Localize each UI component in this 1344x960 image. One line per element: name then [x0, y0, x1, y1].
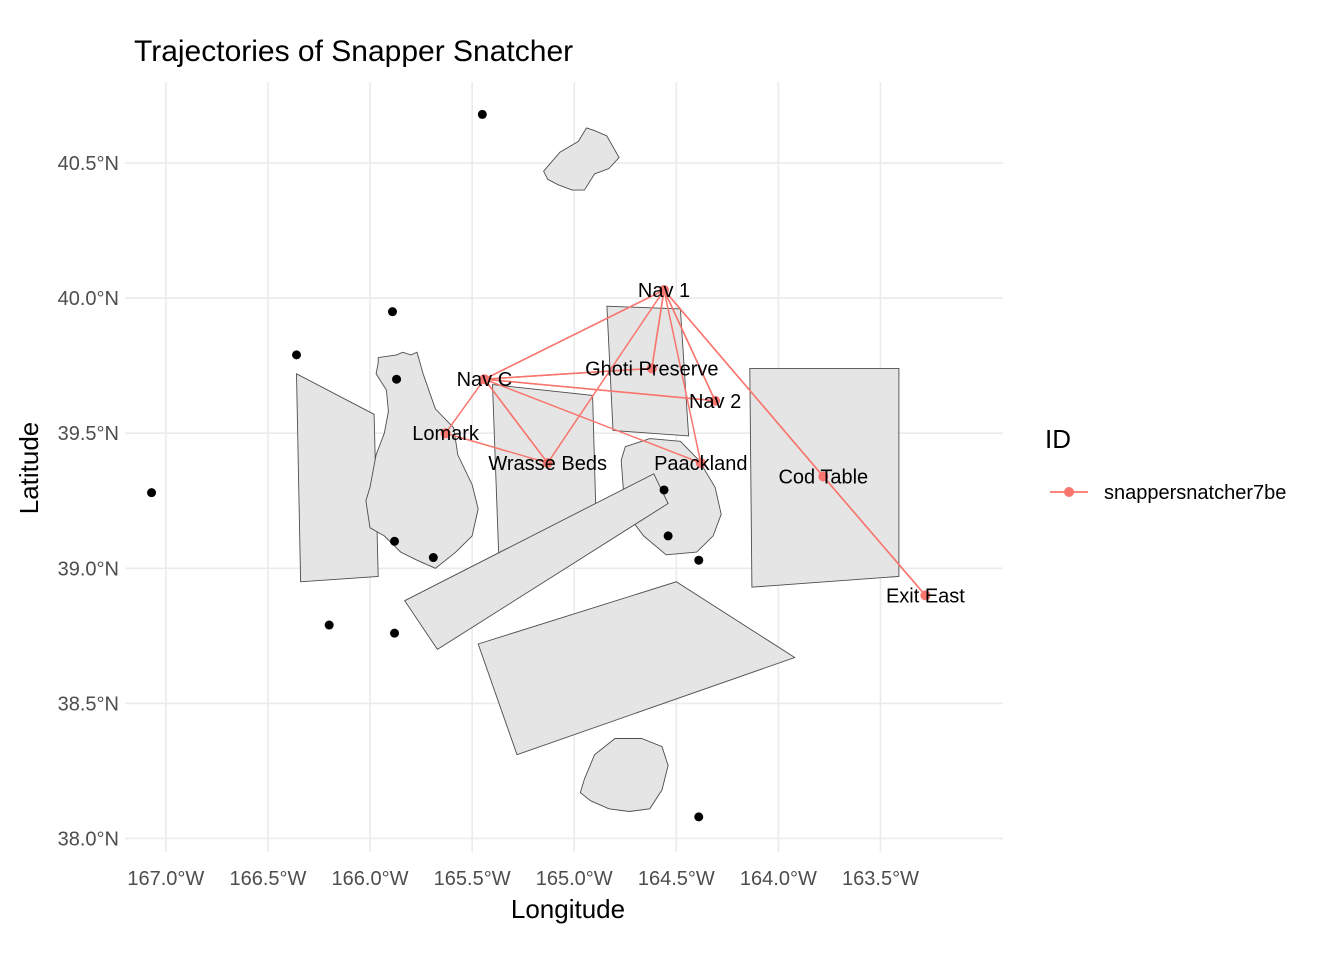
legend-entry-label: snappersnatcher7be [1104, 482, 1286, 504]
location-labels: Nav 1 Nav C Ghoti Preserve Nav 2 Lomark Wrass… [412, 280, 965, 607]
x-tick-label: 166.5°W [229, 868, 306, 890]
chart-title: Trajectories of Snapper Snatcher [134, 35, 573, 68]
trajectory-point [695, 457, 706, 468]
trajectory-segment [822, 475, 926, 596]
location-label: Nav C [457, 369, 513, 391]
trajectory-lines [444, 289, 926, 596]
region-south-island [579, 738, 669, 812]
trajectory-point [542, 457, 553, 468]
x-axis-ticks: 167.0°W 166.5°W 166.0°W 165.5°W 165.0°W 164.5… [127, 868, 919, 890]
x-tick-label: 166.0°W [332, 868, 409, 890]
location-label: Wrasse Beds [488, 453, 607, 475]
map-marker-point [428, 553, 438, 563]
map-marker-point [387, 307, 397, 317]
trajectory-segment [484, 289, 665, 380]
y-tick-label: 38.0°N [58, 828, 119, 850]
location-label: Paackland [654, 453, 747, 475]
map-marker-point [392, 374, 402, 384]
map-marker-point [324, 620, 334, 630]
y-tick-label: 39.0°N [58, 558, 119, 580]
x-tick-label: 164.5°W [638, 868, 715, 890]
trajectory-segment [547, 289, 665, 464]
trajectory-point [818, 471, 829, 482]
location-label: Lomark [412, 423, 480, 445]
map-marker-point [390, 536, 400, 546]
trajectory-point [440, 428, 451, 439]
legend-point-key [1064, 487, 1074, 497]
trajectory-segment [483, 378, 549, 464]
x-tick-label: 164.0°W [740, 868, 817, 890]
y-axis-title: Latitude [14, 422, 44, 515]
location-label: Ghoti Preserve [585, 358, 718, 380]
map-marker-point [292, 350, 302, 360]
x-axis-title: Longitude [511, 894, 625, 924]
legend: ID snappersnatcher7be [1045, 424, 1286, 504]
y-axis-ticks: 38.0°N 38.5°N 39.0°N 39.5°N 40.0°N 40.5°N [58, 153, 119, 850]
x-tick-label: 165.5°W [434, 868, 511, 890]
trajectory-segment [444, 378, 485, 434]
region-south-strip-1 [404, 473, 669, 651]
x-tick-label: 163.5°W [842, 868, 919, 890]
map-points [147, 109, 931, 822]
location-label: Exit East [886, 585, 965, 607]
map-marker-point [659, 485, 669, 495]
region-main-island [365, 351, 479, 569]
trajectory-point [920, 590, 931, 601]
trajectory-segment [663, 289, 824, 477]
region-north-island [543, 127, 620, 191]
map-marker-point [147, 488, 157, 498]
map-marker-point [694, 555, 704, 565]
trajectory-segment [484, 378, 702, 464]
map-marker-point [694, 812, 704, 822]
trajectory-point [646, 363, 657, 374]
trajectory-segment [651, 289, 665, 369]
y-tick-label: 40.0°N [58, 288, 119, 310]
region-south-strip-2 [477, 581, 796, 756]
x-tick-label: 165.0°W [536, 868, 613, 890]
map-regions [296, 127, 900, 812]
map-marker-point [477, 109, 487, 119]
trajectory-segment [484, 378, 716, 402]
location-label: Nav 1 [638, 280, 690, 302]
region-west-zone [296, 373, 379, 583]
x-tick-label: 167.0°W [127, 868, 204, 890]
trajectory-point [479, 374, 490, 385]
y-tick-label: 40.5°N [58, 153, 119, 175]
y-tick-label: 38.5°N [58, 693, 119, 715]
map-marker-point [390, 628, 400, 638]
trajectory-segment [663, 289, 702, 464]
trajectory-segment [484, 367, 652, 380]
trajectory-point [659, 285, 670, 296]
trajectory-point [710, 395, 721, 406]
y-tick-label: 39.5°N [58, 423, 119, 445]
trajectory-segment [445, 432, 548, 464]
location-label: Cod Table [778, 466, 868, 488]
map-marker-point [663, 531, 673, 541]
legend-title: ID [1045, 424, 1071, 454]
trajectory-segment [663, 289, 716, 402]
location-label: Nav 2 [689, 391, 741, 413]
